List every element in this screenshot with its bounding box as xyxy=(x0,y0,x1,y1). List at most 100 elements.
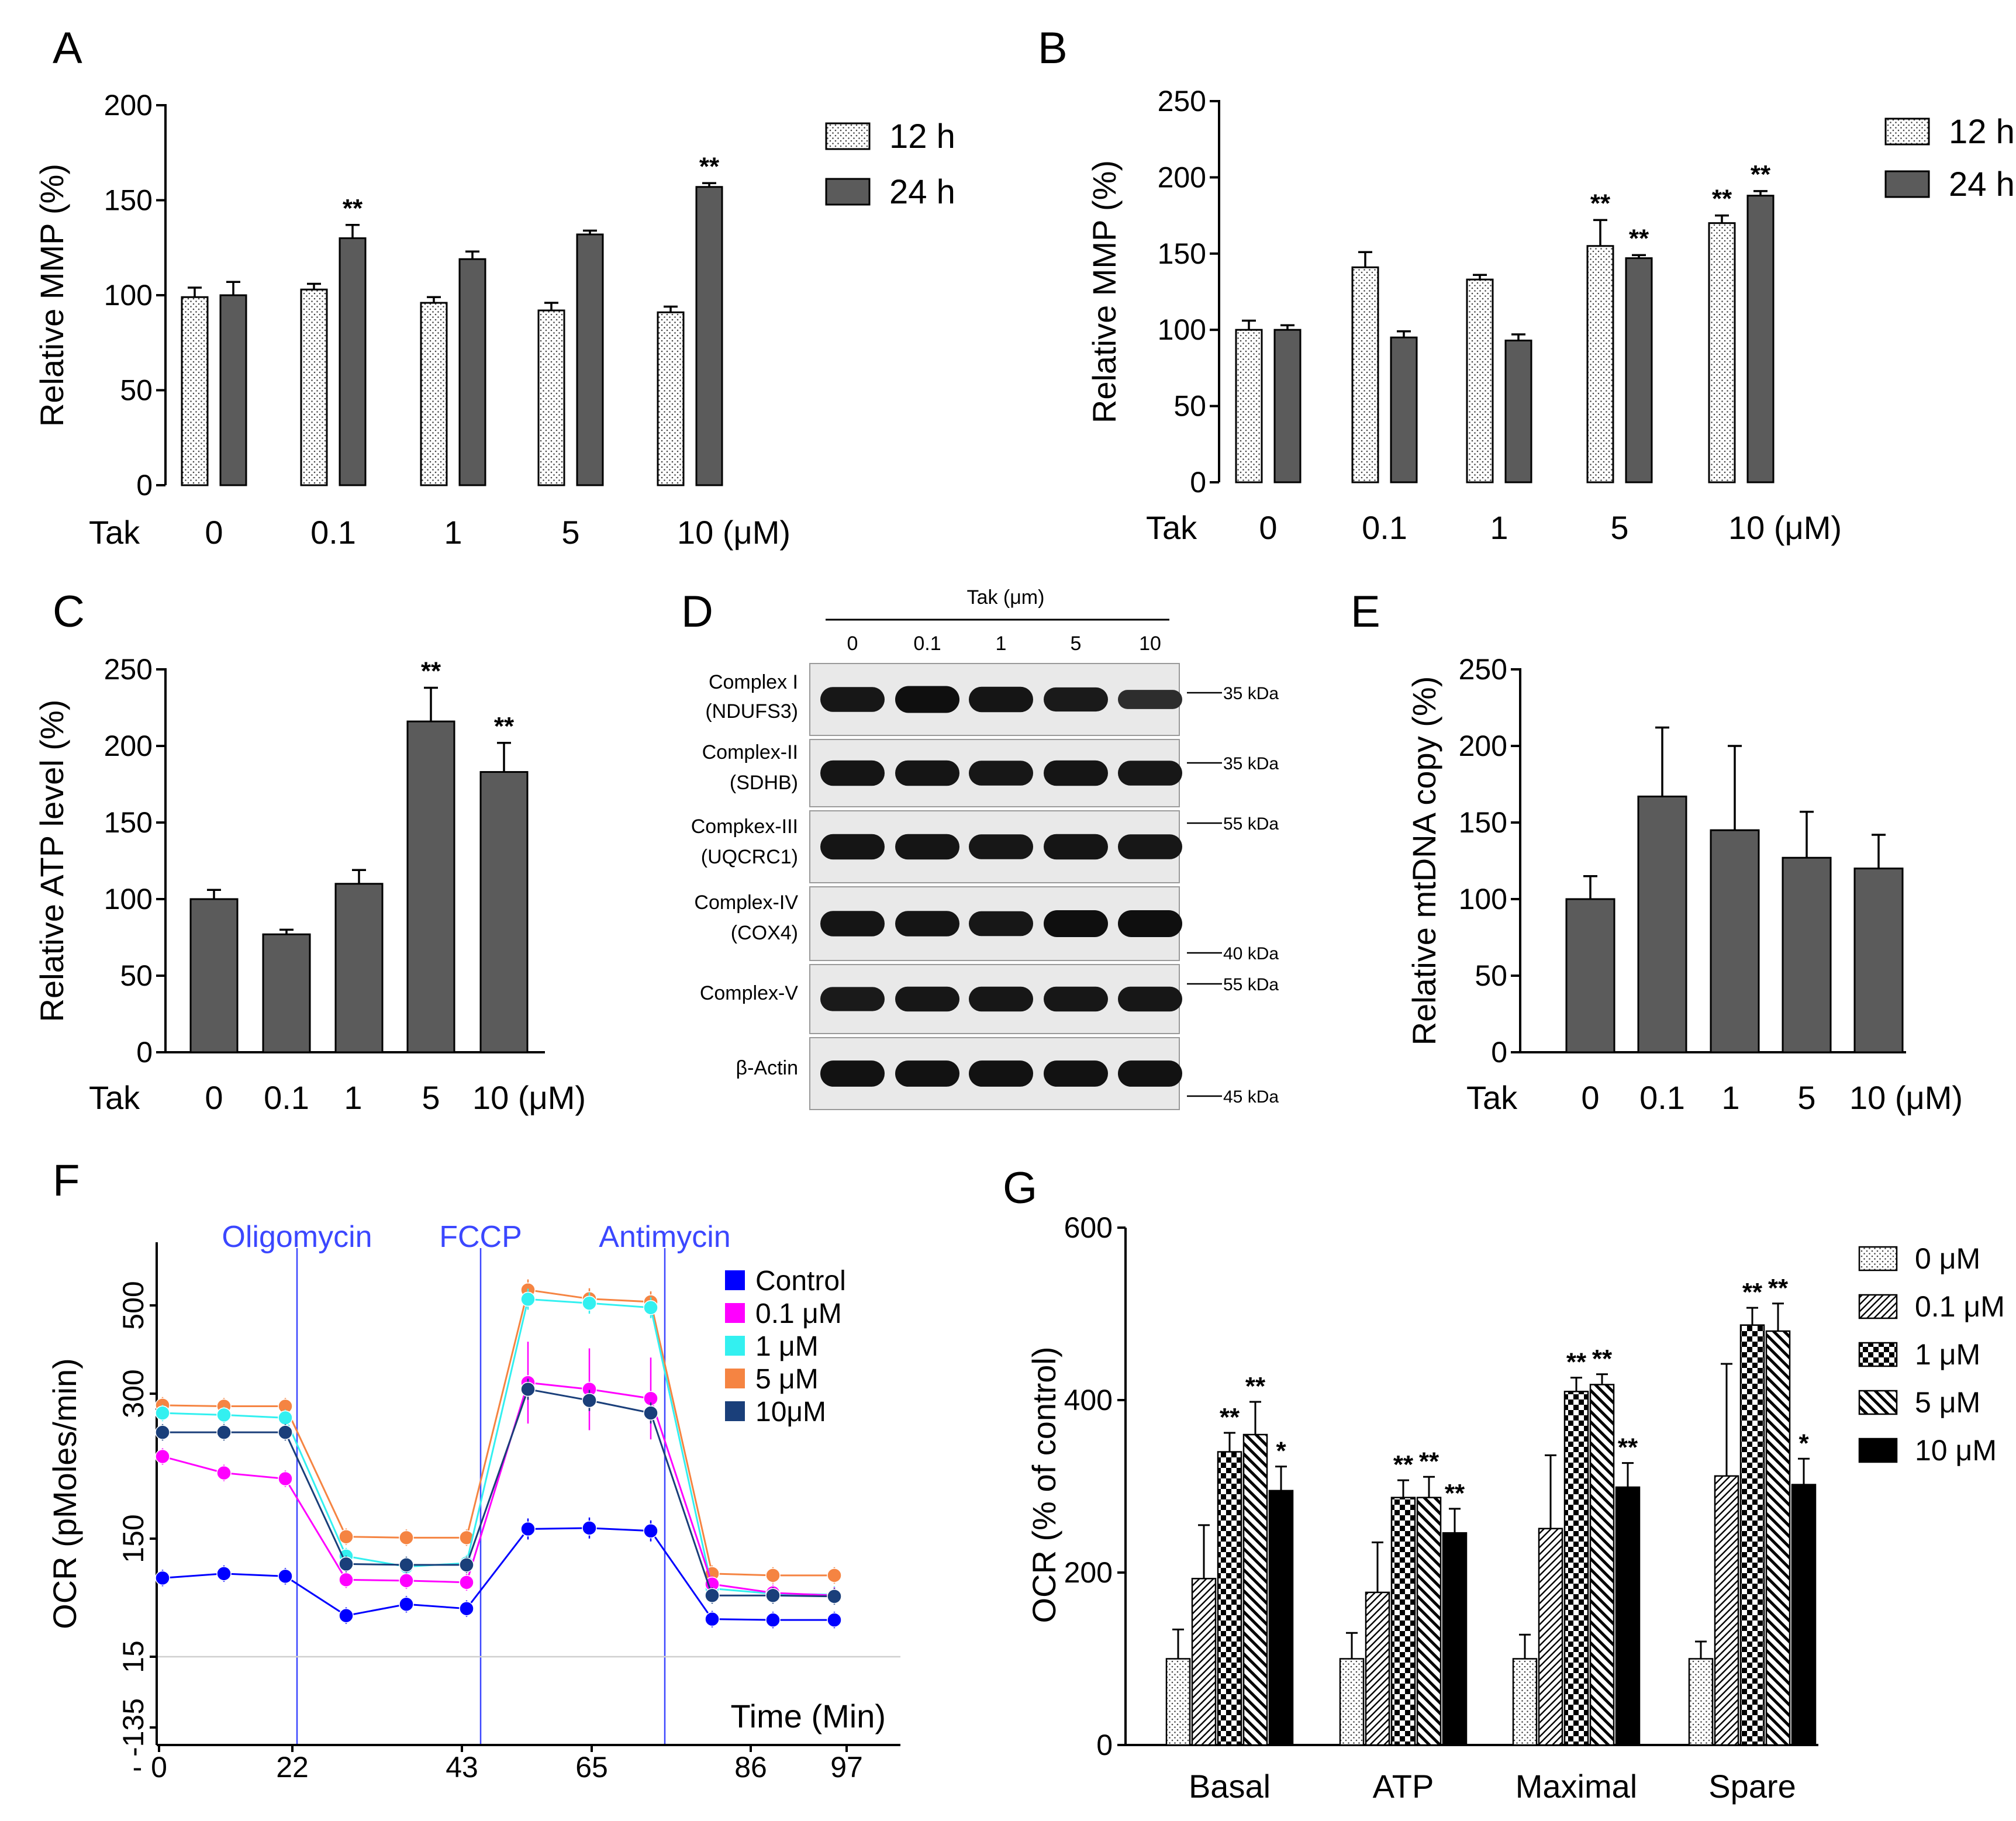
y-axis-label: OCR (% of control) xyxy=(1026,1347,1062,1623)
blot-band xyxy=(1118,1060,1182,1087)
legend-swatch xyxy=(1884,118,1930,146)
bar xyxy=(1782,856,1832,1053)
significance-marker: ** xyxy=(1445,1479,1465,1508)
y-tick-label: 600 xyxy=(1064,1211,1113,1244)
x-category-label: 10 (μM) xyxy=(472,1079,586,1116)
series-line xyxy=(163,1388,835,1598)
legend-label: 0 μM xyxy=(1915,1242,1980,1275)
x-category-label: 0 xyxy=(1259,509,1277,546)
y-tick-label: 250 xyxy=(104,653,153,686)
x-category-label: 10 (μM) xyxy=(1728,509,1842,546)
data-point xyxy=(399,1557,414,1573)
bar xyxy=(1765,1330,1791,1746)
blot-band xyxy=(895,760,959,786)
x-prefix-label: Tak xyxy=(89,514,140,551)
blot-band xyxy=(1044,1060,1108,1087)
data-point xyxy=(765,1568,781,1583)
x-category-label: 5 xyxy=(1797,1079,1815,1116)
data-point xyxy=(278,1568,293,1584)
y-tick-label: 200 xyxy=(1459,730,1507,762)
series-line xyxy=(162,1298,835,1596)
legend-label: 0.1 μM xyxy=(1915,1290,2005,1323)
data-point xyxy=(278,1410,293,1426)
x-axis-label: Time (Min) xyxy=(731,1698,886,1734)
x-category-label: 10 (μM) xyxy=(1849,1079,1963,1116)
blot-band xyxy=(895,1060,959,1087)
data-point xyxy=(459,1575,474,1590)
bar xyxy=(1710,829,1760,1053)
y-tick-label: 400 xyxy=(1064,1384,1113,1416)
legend-label: 12 h xyxy=(1949,113,2015,151)
bar xyxy=(1853,868,1904,1053)
blot-band xyxy=(1044,760,1108,786)
mw-marker-label: 35 kDa xyxy=(1223,754,1279,773)
y-tick-label: 50 xyxy=(120,959,153,992)
data-point xyxy=(827,1589,842,1604)
x-prefix-label: Tak xyxy=(1466,1079,1518,1116)
x-category-label: 1 xyxy=(444,514,462,551)
injection-label: Oligomycin xyxy=(222,1220,372,1254)
y-axis-label: Relative ATP level (%) xyxy=(33,700,70,1022)
x-category-label: 5 xyxy=(422,1079,440,1116)
y-axis-label: OCR (pMoles/min) xyxy=(46,1358,83,1629)
blot-band xyxy=(895,986,959,1012)
lane-label: 1 xyxy=(996,633,1007,655)
bar xyxy=(1442,1532,1468,1746)
blot-row-label: Complex-II xyxy=(702,741,798,763)
bar xyxy=(657,311,685,486)
blot-band xyxy=(969,834,1033,859)
data-point xyxy=(155,1405,170,1421)
x-category-label: Basal xyxy=(1189,1768,1271,1805)
data-point xyxy=(643,1523,658,1539)
legend-swatch xyxy=(825,178,871,206)
data-point xyxy=(278,1471,293,1487)
panel-label-b: B xyxy=(1038,23,1068,73)
x-tick-label: 0 xyxy=(151,1751,167,1784)
bar xyxy=(1746,195,1775,483)
data-point xyxy=(705,1588,720,1604)
significance-marker: ** xyxy=(1393,1450,1414,1479)
x-tick-label: 22 xyxy=(276,1751,309,1784)
bar xyxy=(479,771,529,1053)
significance-marker: ** xyxy=(1592,1345,1613,1373)
data-point xyxy=(339,1529,354,1544)
data-point xyxy=(459,1601,474,1616)
data-point xyxy=(827,1612,842,1628)
data-point xyxy=(765,1588,781,1604)
bar xyxy=(334,883,384,1053)
data-point xyxy=(520,1381,536,1397)
bar xyxy=(219,294,247,486)
x-category-label: 0 xyxy=(205,1079,223,1116)
blot-band xyxy=(1118,834,1182,859)
bar xyxy=(1615,1486,1641,1746)
x-tick-label: 43 xyxy=(446,1751,478,1784)
y-tick-label: 150 xyxy=(1459,806,1507,839)
x-category-label: 1 xyxy=(344,1079,362,1116)
panel-label-e: E xyxy=(1351,587,1380,637)
bar xyxy=(695,186,723,486)
panel-b-chart: 0 50 100 150 200 250 Relative MMP (%) Tak 0 0.1 1 5… xyxy=(1086,85,2015,546)
x-category-label: 10 (μM) xyxy=(677,514,790,551)
panel-a-chart: 0 50 100 150 200 Relative MMP (%) Tak 0 0.1 1 5 10 … xyxy=(33,89,955,551)
y-tick-label: 300 xyxy=(117,1369,150,1418)
legend-swatch xyxy=(725,1270,745,1290)
y-tick-label: 500 xyxy=(117,1281,150,1329)
legend-label: 10μM xyxy=(755,1397,826,1428)
x-category-label: 0.1 xyxy=(1639,1079,1685,1116)
data-point xyxy=(216,1465,232,1481)
y-tick-label: 100 xyxy=(104,883,153,915)
significance-marker: ** xyxy=(1629,224,1649,253)
bar xyxy=(339,237,367,486)
x-category-label: Spare xyxy=(1708,1768,1796,1805)
x-category-label: 1 xyxy=(1721,1079,1739,1116)
bar xyxy=(1708,222,1736,483)
y-tick-label: 200 xyxy=(104,730,153,762)
bar xyxy=(1390,1497,1416,1746)
bar xyxy=(1504,339,1532,483)
bar xyxy=(1235,329,1263,483)
blot-band xyxy=(895,686,959,713)
bar xyxy=(1512,1658,1538,1746)
legend-swatch xyxy=(1884,170,1930,198)
